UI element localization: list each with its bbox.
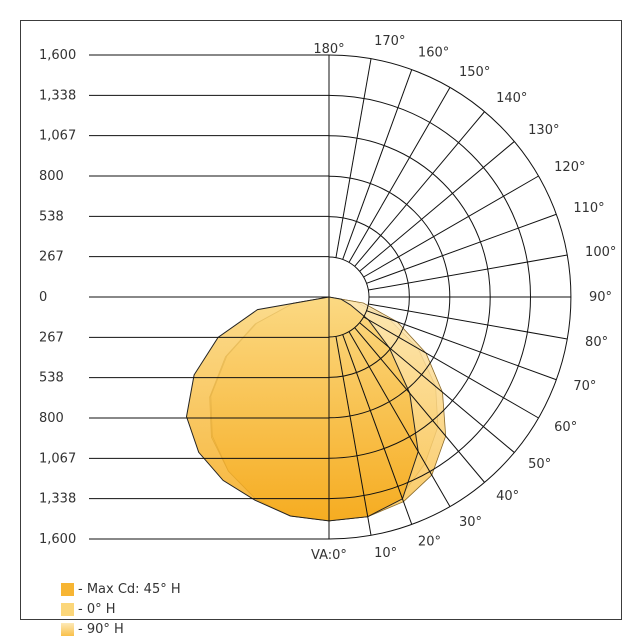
legend-item: - Max Cd: 45° H [61, 579, 181, 599]
angle-label: 160° [418, 46, 449, 61]
spoke-70 [366, 310, 557, 381]
spoke-40 [354, 327, 485, 483]
radial-tick-label: 1,600 [39, 48, 76, 63]
angle-label: 70° [573, 379, 596, 394]
spoke-130 [359, 141, 515, 272]
spoke-140 [354, 111, 485, 267]
radial-tick-label: 800 [39, 411, 64, 426]
series-layer [185, 296, 447, 522]
spoke-120 [363, 175, 539, 278]
spoke-110 [366, 213, 557, 284]
angle-label: 50° [528, 457, 551, 472]
legend-label: - Max Cd: 45° H [78, 581, 181, 597]
radial-tick-label: 538 [39, 371, 64, 386]
spoke-30 [348, 331, 451, 507]
angle-label: 90° [589, 290, 612, 305]
radial-tick-label: 1,067 [39, 451, 76, 466]
legend-label: - 0° H [78, 601, 116, 617]
legend-label: - 90° H [78, 621, 124, 637]
polar-chart: 1,600 1,338 1,067 800 538 267 0 267 538 800 1,067 1… [39, 34, 616, 563]
spoke-20 [342, 334, 413, 525]
angle-label: 60° [554, 420, 577, 435]
spoke-60 [363, 316, 539, 419]
radial-tick-label: 538 [39, 209, 64, 224]
legend: - Max Cd: 45° H - 0° H - 90° H [61, 579, 181, 639]
angle-label: 100° [585, 245, 616, 260]
grid-layer [89, 54, 572, 540]
radial-tick-label: 267 [39, 250, 64, 265]
angle-label: 80° [585, 335, 608, 350]
angle-label: 110° [573, 201, 604, 216]
legend-swatch [61, 582, 74, 596]
angle-label: 10° [374, 546, 397, 561]
spoke-10 [335, 336, 372, 536]
spoke-80 [368, 303, 568, 340]
radial-tick-label: 1,600 [39, 532, 76, 547]
radial-tick-label: 800 [39, 169, 64, 184]
angle-label: 140° [496, 91, 527, 106]
legend-swatch [61, 602, 74, 616]
labels-layer: 1,600 1,338 1,067 800 538 267 0 267 538 800 1,067 1… [39, 34, 616, 563]
angle-label: 30° [459, 515, 482, 530]
spoke-50 [359, 322, 515, 453]
spoke-160 [342, 69, 413, 260]
angle-label: VA:0° [311, 548, 347, 563]
legend-item: - 90° H [61, 619, 181, 639]
angle-label: 150° [459, 65, 490, 80]
angle-label: 130° [528, 123, 559, 138]
angle-label: 170° [374, 34, 405, 49]
spoke-100 [368, 254, 568, 291]
radial-tick-label: 0 [39, 290, 47, 305]
radial-tick-label: 1,338 [39, 88, 76, 103]
radial-tick-label: 1,338 [39, 492, 76, 507]
angle-label: 40° [496, 489, 519, 504]
spoke-170 [335, 58, 372, 258]
legend-item: - 0° H [61, 599, 181, 619]
spoke-150 [348, 87, 451, 263]
angle-label: 120° [554, 160, 585, 175]
chart-frame: 1,600 1,338 1,067 800 538 267 0 267 538 800 1,067 1… [20, 20, 622, 637]
legend-swatch [61, 622, 74, 636]
angle-label: 180° [313, 42, 344, 57]
radial-tick-label: 267 [39, 330, 64, 345]
radial-tick-label: 1,067 [39, 129, 76, 144]
angle-label: 20° [418, 534, 441, 549]
